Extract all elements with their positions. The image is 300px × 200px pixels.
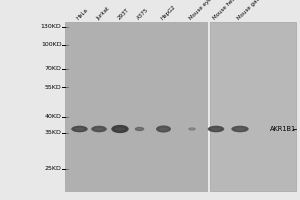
Text: 40KD: 40KD <box>45 114 61 119</box>
Text: 35KD: 35KD <box>45 130 61 136</box>
Ellipse shape <box>212 128 220 130</box>
Bar <box>210 22 296 191</box>
Text: 70KD: 70KD <box>45 66 61 72</box>
Text: HeLa: HeLa <box>76 8 89 21</box>
Ellipse shape <box>75 128 84 130</box>
Ellipse shape <box>159 128 168 130</box>
Text: 293T: 293T <box>116 8 130 21</box>
Ellipse shape <box>135 127 144 131</box>
Ellipse shape <box>137 128 142 130</box>
Bar <box>64 22 207 191</box>
Ellipse shape <box>91 126 107 132</box>
Ellipse shape <box>190 128 194 130</box>
Text: 25KD: 25KD <box>45 166 61 171</box>
Text: Mouse eye: Mouse eye <box>188 0 213 21</box>
Ellipse shape <box>111 125 129 133</box>
Text: Mouse gastrocnemius: Mouse gastrocnemius <box>236 0 283 21</box>
Ellipse shape <box>115 127 125 131</box>
Ellipse shape <box>235 128 245 130</box>
Ellipse shape <box>188 127 196 131</box>
Ellipse shape <box>231 126 249 132</box>
Ellipse shape <box>71 126 88 132</box>
Text: A375: A375 <box>136 7 150 21</box>
Ellipse shape <box>156 125 171 133</box>
Text: AKR1B1: AKR1B1 <box>270 126 296 132</box>
Ellipse shape <box>208 126 224 132</box>
Text: HepG2: HepG2 <box>160 4 177 21</box>
Ellipse shape <box>95 128 103 130</box>
Text: Jurkat: Jurkat <box>95 6 110 21</box>
Text: 130KD: 130KD <box>41 24 62 29</box>
Text: Mouse heart: Mouse heart <box>212 0 240 21</box>
Text: 55KD: 55KD <box>45 85 61 90</box>
Text: 100KD: 100KD <box>41 43 62 47</box>
